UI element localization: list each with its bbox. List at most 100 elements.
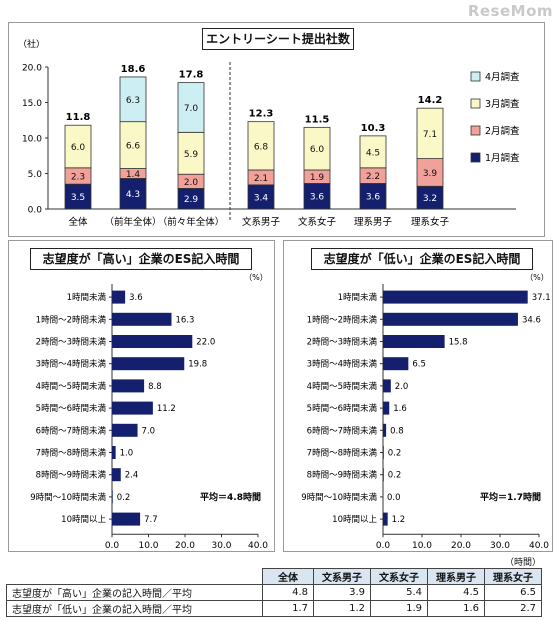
- segment-value-label: 6.0: [71, 143, 86, 153]
- legend-swatch: [470, 71, 481, 82]
- y-category-label: 9時間～10時間未満: [30, 492, 106, 503]
- legend-label: 3月調査: [485, 98, 520, 110]
- bar-value-label: 2.0: [395, 382, 409, 392]
- table-cell: 6.5: [484, 584, 542, 601]
- y-category-label: 1時間未満: [338, 292, 378, 303]
- legend-swatch: [470, 152, 481, 163]
- bar-value-label: 1.2: [392, 515, 406, 525]
- bar: [383, 512, 388, 526]
- bar-value-label: 0.2: [388, 471, 402, 481]
- x-tick-label: 20.0: [175, 541, 195, 551]
- x-tick-label: 30.0: [490, 541, 510, 551]
- bar: [112, 335, 193, 348]
- stack-segment: [64, 124, 92, 169]
- bar-total-label: 11.5: [305, 114, 330, 125]
- x-tick-label: 10.0: [412, 541, 432, 551]
- low-interest-bar-chart: （%） 0.0 10.0 20.0 30.0 40.0 1時間未満 37.1 1時間～2時間未満…: [301, 273, 550, 551]
- bar-value-label: 22.0: [196, 338, 215, 348]
- table-cell: 3.9: [313, 584, 371, 601]
- y-category-label: 1時間～2時間未満: [36, 314, 107, 325]
- y-category-label: 2時間～3時間未満: [36, 337, 107, 348]
- legend-label: 2月調査: [485, 125, 520, 137]
- stack-segment: [416, 107, 444, 159]
- y-category-label: 10時間以上: [61, 515, 106, 525]
- table-header-row: 全体 文系男子 文系女子 理系男子 理系女子: [6, 568, 542, 585]
- y-category-label: 7時間～8時間未満: [307, 448, 378, 459]
- bar-value-label: 1.6: [393, 404, 407, 414]
- bar-value-label: 19.8: [188, 360, 207, 370]
- segment-value-label: 3.4: [254, 193, 269, 203]
- y-unit-label: （社）: [18, 38, 45, 50]
- table-cell: 1.6: [427, 600, 485, 617]
- bar: [383, 379, 391, 393]
- unit-label: （%）: [244, 273, 268, 282]
- stack-segment: [359, 183, 387, 210]
- bar-value-label: 2.4: [125, 471, 139, 481]
- bar: [383, 423, 387, 437]
- y-category-label: 1時間～2時間未満: [307, 314, 378, 325]
- bar: [383, 290, 528, 304]
- bar-value-label: 15.8: [449, 338, 468, 348]
- segment-value-label: 3.9: [423, 169, 438, 179]
- bar: [383, 446, 384, 459]
- bar-value-label: 34.6: [522, 315, 541, 325]
- y-category-label: 7時間～8時間未満: [36, 448, 107, 459]
- y-category-label: 8時間～9時間未満: [307, 470, 378, 481]
- bar-value-label: 0.2: [388, 449, 402, 459]
- stacked-chart-title: エントリーシート提出社数: [202, 28, 354, 50]
- table-header-blank: [6, 568, 263, 585]
- y-tick-label: 20.0: [22, 64, 42, 74]
- bar: [383, 335, 445, 348]
- segment-value-label: 5.9: [184, 150, 199, 160]
- stack-segment: [247, 184, 275, 210]
- segment-value-label: 4.3: [126, 190, 140, 200]
- segment-value-label: 4.5: [366, 148, 380, 158]
- bar-value-label: 16.3: [175, 315, 194, 325]
- table-cell: 2.7: [484, 600, 542, 617]
- bar: [383, 312, 518, 326]
- stacked-chart-panel: [8, 22, 545, 237]
- x-tick-label: 40.0: [248, 541, 268, 551]
- y-category-label: 2時間～3時間未満: [307, 337, 378, 348]
- x-category-label: （前々年全体）: [158, 216, 225, 228]
- y-tick-label: 15.0: [22, 99, 42, 109]
- table-cell: 4.8: [262, 584, 314, 601]
- x-tick-label: 0.0: [105, 541, 120, 551]
- average-time-table: 全体 文系男子 文系女子 理系男子 理系女子 志望度が「高い」企業の記入時間／平…: [6, 568, 542, 617]
- bar: [383, 401, 390, 415]
- stack-segment: [64, 183, 92, 210]
- legend-swatch: [470, 98, 481, 109]
- segment-value-label: 6.3: [126, 96, 140, 106]
- bar-total-label: 12.3: [249, 109, 274, 120]
- table-unit-label: （時間）: [505, 558, 542, 568]
- table-cell: 5.4: [370, 584, 428, 601]
- segment-value-label: 2.2: [366, 172, 380, 182]
- y-category-label: 3時間～4時間未満: [307, 359, 378, 370]
- average-annotation: 平均＝4.8時間: [200, 491, 261, 503]
- x-tick-label: 30.0: [211, 541, 231, 551]
- table-row-label: 志望度が「高い」企業の記入時間／平均: [6, 584, 263, 601]
- bar-value-label: 7.0: [142, 426, 156, 436]
- table-header-cell: 文系男子: [313, 568, 371, 585]
- bar-total-label: 17.8: [179, 70, 204, 81]
- x-category-label: 理系女子: [411, 216, 450, 228]
- bar: [383, 357, 409, 371]
- bar: [112, 490, 113, 504]
- stack-segment: [247, 121, 275, 171]
- segment-value-label: 6.6: [126, 142, 141, 152]
- table-row-label: 志望度が「低い」企業の記入時間／平均: [6, 600, 263, 617]
- table-cell: 1.2: [313, 600, 371, 617]
- table-header-cell: 全体: [262, 568, 314, 585]
- stack-segment: [177, 82, 205, 133]
- y-category-label: 6時間～7時間未満: [307, 425, 378, 436]
- table-header-cell: 理系女子: [484, 568, 542, 585]
- bar-value-label: 3.6: [129, 293, 143, 303]
- bar-total-label: 18.6: [121, 64, 146, 75]
- x-category-label: （前年全体）: [104, 216, 161, 228]
- y-category-label: 8時間～9時間未満: [36, 470, 107, 481]
- segment-value-label: 6.0: [310, 145, 325, 155]
- bar-value-label: 8.8: [148, 382, 162, 392]
- segment-value-label: 3.6: [366, 193, 381, 203]
- y-tick-label: 10.0: [22, 135, 42, 145]
- y-category-label: 9時間～10時間未満: [301, 492, 377, 503]
